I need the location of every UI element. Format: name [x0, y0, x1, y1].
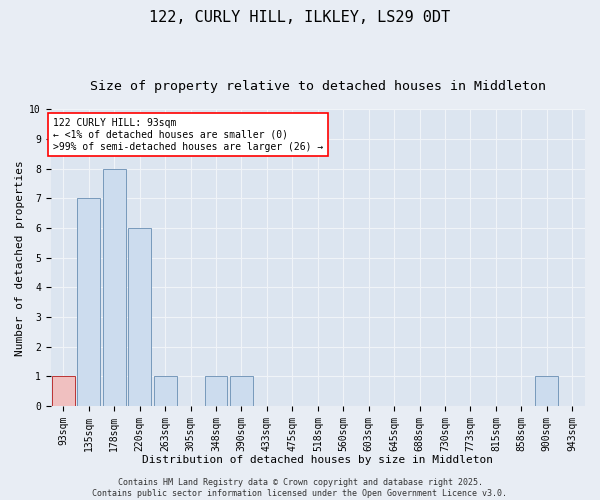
- Bar: [205, 376, 227, 406]
- X-axis label: Distribution of detached houses by size in Middleton: Distribution of detached houses by size …: [142, 455, 493, 465]
- Text: 122, CURLY HILL, ILKLEY, LS29 0DT: 122, CURLY HILL, ILKLEY, LS29 0DT: [149, 10, 451, 25]
- Text: 122 CURLY HILL: 93sqm
← <1% of detached houses are smaller (0)
>99% of semi-deta: 122 CURLY HILL: 93sqm ← <1% of detached …: [53, 118, 323, 152]
- Bar: [154, 376, 176, 406]
- Bar: [535, 376, 558, 406]
- Title: Size of property relative to detached houses in Middleton: Size of property relative to detached ho…: [90, 80, 546, 93]
- Y-axis label: Number of detached properties: Number of detached properties: [15, 160, 25, 356]
- Bar: [52, 376, 75, 406]
- Bar: [230, 376, 253, 406]
- Bar: [77, 198, 100, 406]
- Text: Contains HM Land Registry data © Crown copyright and database right 2025.
Contai: Contains HM Land Registry data © Crown c…: [92, 478, 508, 498]
- Bar: [103, 168, 126, 406]
- Bar: [128, 228, 151, 406]
